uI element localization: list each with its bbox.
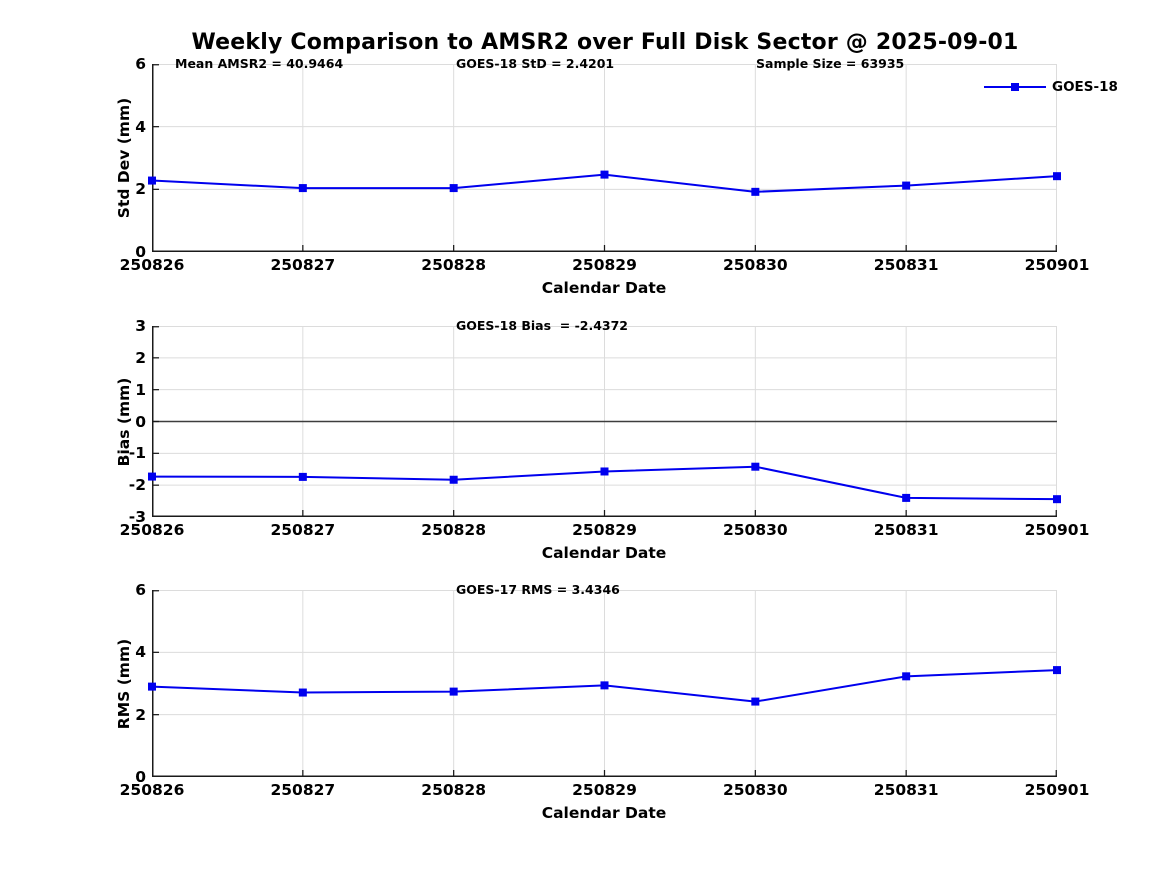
data-point-marker xyxy=(1053,172,1061,181)
data-point-marker xyxy=(902,672,911,681)
data-point-marker xyxy=(298,688,307,697)
y-axis-label: RMS (mm) xyxy=(115,638,133,729)
data-point-marker xyxy=(600,681,609,690)
data-point-marker xyxy=(148,176,156,185)
x-tick-label: 250828 xyxy=(421,521,487,539)
y-tick-label: 4 xyxy=(135,643,146,662)
x-tick-label: 250830 xyxy=(722,256,788,274)
legend-label: GOES-18 xyxy=(1052,79,1118,95)
data-point-marker xyxy=(449,475,458,484)
y-tick-label: 3 xyxy=(135,317,146,335)
y-tick-label: 0 xyxy=(135,768,146,786)
data-point-marker xyxy=(449,184,458,193)
annotation-text: GOES-17 RMS = 3.4346 xyxy=(456,582,620,597)
data-point-marker xyxy=(902,493,911,502)
data-point-marker xyxy=(751,462,760,471)
y-tick-label: 0 xyxy=(135,243,146,261)
plot-area-bias xyxy=(148,326,1061,517)
annotation-text: GOES-18 StD = 2.4201 xyxy=(456,56,615,71)
x-tick-label: 250828 xyxy=(421,781,487,799)
x-axis-label: Calendar Date xyxy=(541,279,667,297)
x-tick-label: 250826 xyxy=(119,781,185,799)
y-axis-label: Bias (mm) xyxy=(115,377,133,466)
data-point-marker xyxy=(751,187,760,196)
y-axis-label: Std Dev (mm) xyxy=(115,97,133,219)
data-point-marker xyxy=(600,467,609,476)
x-tick-label: 250831 xyxy=(873,781,939,799)
y-tick-label: -3 xyxy=(128,508,146,526)
x-tick-label: 250831 xyxy=(873,521,939,539)
x-tick-label: 250826 xyxy=(119,521,185,539)
x-tick-label: 250829 xyxy=(572,781,637,799)
x-tick-label: 250831 xyxy=(873,256,939,274)
data-point-marker xyxy=(1053,495,1061,504)
annotation-text: Sample Size = 63935 xyxy=(756,56,905,71)
y-tick-label: 1 xyxy=(135,380,146,399)
x-tick-label: 250827 xyxy=(270,781,336,799)
x-axis-label: Calendar Date xyxy=(541,804,667,822)
data-point-marker xyxy=(298,472,307,481)
x-tick-label: 250901 xyxy=(1024,256,1090,274)
y-tick-label: 2 xyxy=(135,348,146,367)
y-tick-label: 0 xyxy=(135,412,146,431)
data-point-marker xyxy=(600,170,609,179)
data-point-marker xyxy=(148,472,156,481)
y-tick-label: 6 xyxy=(135,55,146,73)
x-tick-label: 250829 xyxy=(572,256,637,274)
data-point-marker xyxy=(298,184,307,193)
plot-area-std-dev xyxy=(148,64,1061,252)
data-point-marker xyxy=(1053,666,1061,675)
y-tick-label: 2 xyxy=(135,180,146,199)
y-tick-label: -2 xyxy=(128,476,146,495)
x-tick-label: 250901 xyxy=(1024,781,1090,799)
x-tick-label: 250827 xyxy=(270,521,336,539)
data-point-marker xyxy=(751,697,760,706)
x-tick-label: 250830 xyxy=(722,781,788,799)
x-tick-label: 250901 xyxy=(1024,521,1090,539)
annotation-text: GOES-18 Bias = -2.4372 xyxy=(456,318,629,333)
data-point-marker xyxy=(902,181,911,190)
annotation-text: Mean AMSR2 = 40.9464 xyxy=(175,56,344,71)
legend-swatch xyxy=(984,83,1046,91)
x-tick-label: 250829 xyxy=(572,521,637,539)
x-tick-label: 250827 xyxy=(270,256,336,274)
chart-title: Weekly Comparison to AMSR2 over Full Dis… xyxy=(191,30,1019,55)
y-tick-label: 6 xyxy=(135,581,146,599)
legend: GOES-18 xyxy=(984,78,1118,96)
x-tick-label: 250830 xyxy=(722,521,788,539)
data-point-marker xyxy=(449,687,458,696)
x-tick-label: 250826 xyxy=(119,256,185,274)
y-tick-label: 4 xyxy=(135,117,146,136)
x-tick-label: 250828 xyxy=(421,256,487,274)
legend-marker xyxy=(1011,83,1019,91)
y-tick-label: -1 xyxy=(128,444,146,463)
y-tick-label: 2 xyxy=(135,705,146,724)
plot-area-rms xyxy=(148,590,1061,777)
x-axis-label: Calendar Date xyxy=(541,544,667,562)
data-point-marker xyxy=(148,682,156,691)
